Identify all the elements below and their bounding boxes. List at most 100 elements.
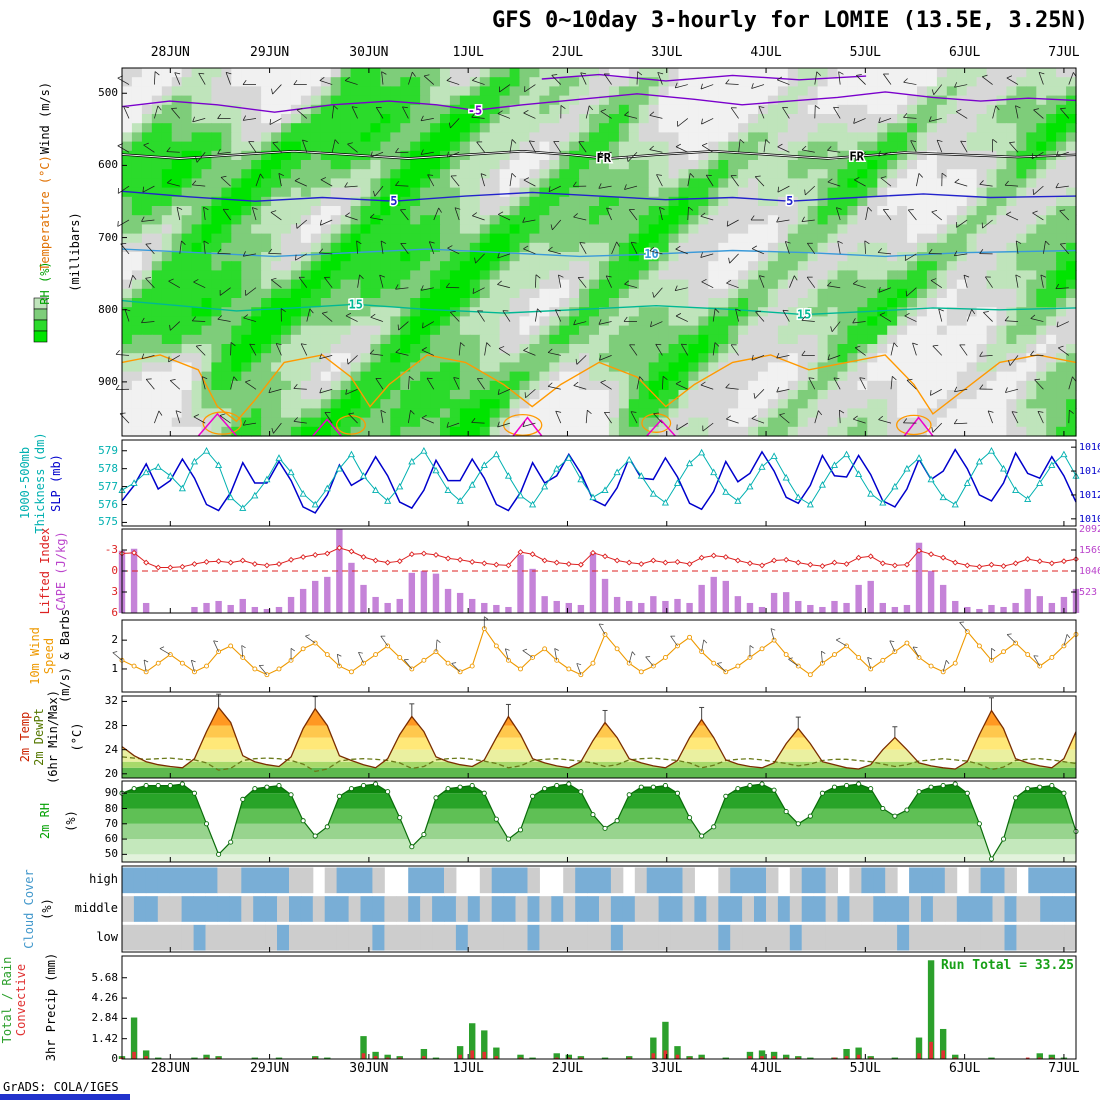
total-precip-bar <box>456 1046 464 1059</box>
cape-bar <box>1012 602 1019 613</box>
date-label-top: 3JUL <box>651 45 683 60</box>
cape-bar <box>444 588 452 613</box>
cape-bar <box>239 598 246 613</box>
convective-precip-bar <box>699 1057 704 1059</box>
cape-bar <box>324 576 331 613</box>
cloud-row-label-low: low <box>96 929 118 944</box>
total-precip-bar <box>746 1051 754 1059</box>
temp-line <box>121 706 1077 770</box>
cape-bar <box>698 584 705 613</box>
cape-bar <box>1036 596 1043 613</box>
cape-bar <box>577 604 585 613</box>
margin-label: (millibars) <box>68 212 82 292</box>
convective-precip-bar <box>663 1050 668 1059</box>
cape-bar <box>746 602 754 613</box>
cape-bar <box>336 529 343 613</box>
run-total-annotation: Run Total = 33.25 <box>940 958 1074 973</box>
date-label-bottom: 5JUL <box>849 1061 881 1076</box>
total-precip-bar <box>384 1054 391 1059</box>
y-tick-label: 24 <box>104 742 118 756</box>
y-tick-label-right: 2092 <box>1079 524 1100 535</box>
cape-bar <box>613 596 621 613</box>
y-tick-label: 90 <box>104 786 118 800</box>
total-precip-bar <box>360 1036 367 1059</box>
total-precip-bar <box>517 1054 524 1059</box>
svg-text:15: 15 <box>797 308 811 322</box>
convective-precip-bar <box>868 1057 873 1059</box>
convective-precip-bar <box>1025 1057 1030 1059</box>
cape-bar <box>408 572 416 613</box>
grads-credit: GrADS: COLA/IGES <box>3 1080 119 1094</box>
cape-bar <box>469 598 476 613</box>
date-label-top: 5JUL <box>849 45 881 60</box>
panel-frame-7 <box>121 955 1077 1060</box>
cape-bar <box>227 604 234 613</box>
convective-precip-bar <box>856 1054 861 1059</box>
cape-bar <box>1048 602 1056 613</box>
cape-bar <box>130 548 138 613</box>
convective-precip-bar <box>470 1050 475 1059</box>
cape-bar <box>541 596 548 613</box>
svg-text:FR: FR <box>849 149 864 163</box>
total-precip-bar <box>324 1057 331 1059</box>
cape-bar <box>275 606 283 613</box>
date-label-top: 30JUN <box>349 45 389 60</box>
total-precip-bar <box>698 1054 705 1059</box>
convective-precip-bar <box>941 1050 945 1059</box>
y-tick-label-right: 1012 <box>1079 489 1100 501</box>
cape-bar <box>589 552 597 613</box>
y-tick-label: 6 <box>111 606 118 619</box>
total-precip-bar <box>432 1057 440 1059</box>
convective-precip-bar <box>784 1057 788 1059</box>
cape-bar <box>964 606 971 613</box>
convective-precip-bar <box>832 1057 837 1059</box>
cape-bar <box>299 588 307 613</box>
y-tick-label: 800 <box>98 302 118 316</box>
y-tick-label: 70 <box>104 816 118 830</box>
margin-label: 3hr Precip (mm) <box>44 952 58 1062</box>
cape-bar <box>251 606 259 613</box>
convective-precip-bar <box>1037 1057 1042 1059</box>
cape-bar <box>927 570 935 613</box>
convective-precip-bar <box>482 1051 487 1059</box>
y-tick-label: 32 <box>104 694 118 708</box>
total-precip-bar <box>915 1037 923 1059</box>
total-precip-bar <box>251 1057 259 1059</box>
cape-bar <box>843 602 850 613</box>
rh-line <box>121 783 1077 861</box>
cape-bar <box>1060 596 1068 613</box>
cape-bar <box>517 554 524 613</box>
svg-text:15: 15 <box>349 297 363 311</box>
y-tick-label: 20 <box>104 766 118 780</box>
cape-bar <box>988 604 995 613</box>
cape-bar <box>638 602 645 613</box>
date-label-top: 28JUN <box>150 45 190 60</box>
cape-bar <box>287 596 295 613</box>
total-precip-bar <box>420 1048 428 1059</box>
date-label-top: 2JUL <box>551 45 584 60</box>
y-tick-label-right: 1014 <box>1079 466 1100 478</box>
cape-bar <box>1000 606 1007 613</box>
convective-precip-bar <box>397 1057 402 1059</box>
y-tick-label: 576 <box>98 497 118 511</box>
total-precip-bar <box>855 1047 862 1059</box>
convective-precip-bar <box>687 1057 692 1059</box>
svg-text:10: 10 <box>644 247 658 261</box>
y-tick-label: 579 <box>98 443 118 457</box>
wind-speed-line <box>121 627 1077 676</box>
y-tick-label: 3 <box>111 585 118 598</box>
y-tick-label: 1 <box>111 661 118 675</box>
total-precip-bar <box>891 1057 899 1059</box>
y-tick-label: 577 <box>98 479 118 493</box>
total-precip-bar <box>191 1057 198 1059</box>
total-precip-bar <box>203 1054 210 1059</box>
y-tick-label: 2.84 <box>91 1011 119 1025</box>
y-tick-label-right: 1016 <box>1079 442 1100 454</box>
svg-text:-5: -5 <box>468 103 482 117</box>
cape-bar <box>493 604 500 613</box>
total-precip-bar <box>275 1057 283 1059</box>
cape-bar <box>855 584 862 613</box>
